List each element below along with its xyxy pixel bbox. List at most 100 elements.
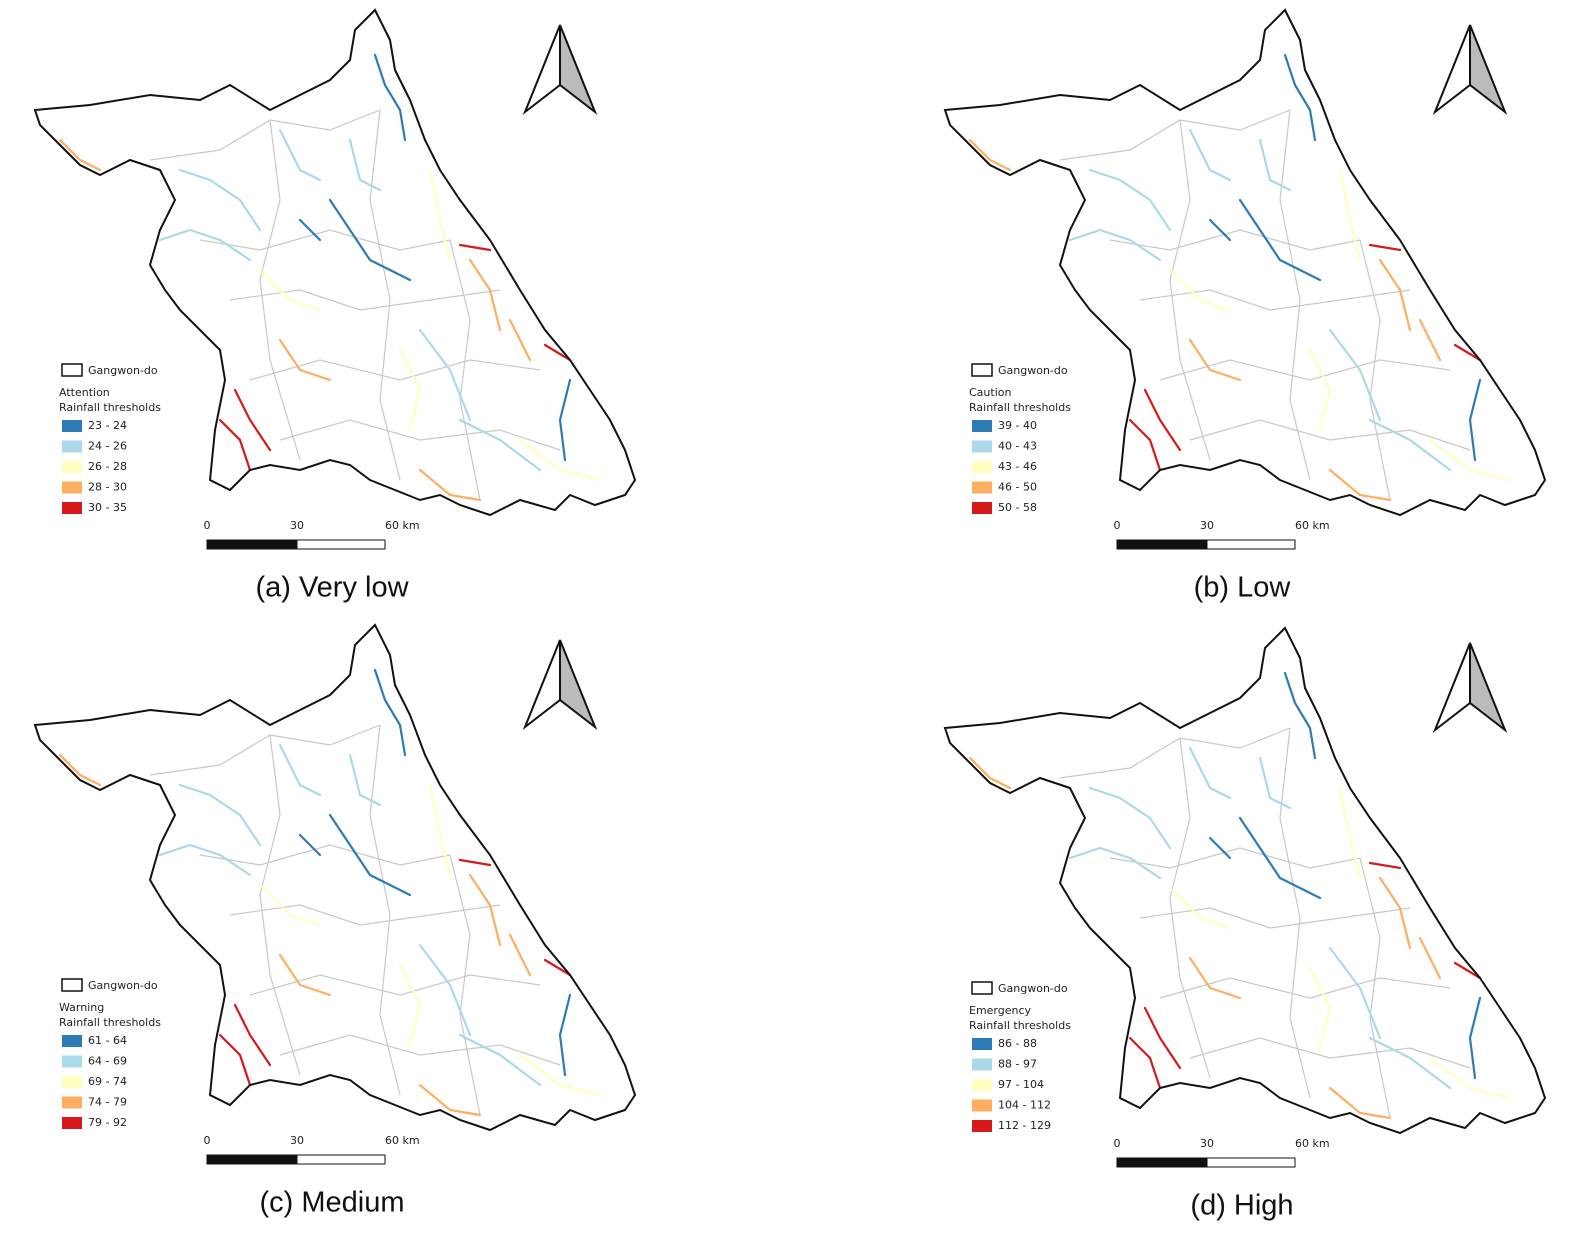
river (1068, 228, 1162, 262)
map-panel: Gangwon-do Caution Rainfall thresholds 39 -… (943, 8, 1547, 604)
river (373, 53, 407, 142)
sub-basin-boundary (1059, 109, 1291, 161)
river (1088, 786, 1172, 850)
river (428, 168, 452, 262)
river (218, 1033, 252, 1087)
legend-swatch (62, 502, 82, 514)
legend-swatch (62, 481, 82, 494)
river (1308, 966, 1332, 1050)
sub-basin-boundary (199, 844, 451, 866)
river (1143, 388, 1182, 452)
river (1283, 53, 1317, 142)
north-arrow-right (1469, 642, 1508, 734)
river (58, 138, 102, 172)
scale-bar-black (1116, 1157, 1208, 1168)
river (418, 1083, 482, 1117)
legend-class-label: 86 - 88 (998, 1037, 1037, 1050)
legend-boundary-swatch (61, 363, 83, 377)
river (418, 328, 472, 422)
river (1168, 886, 1232, 930)
river (233, 388, 272, 452)
river (348, 753, 382, 807)
legend-class-label: 46 - 50 (998, 481, 1037, 494)
legend-class-label: 61 - 64 (88, 1034, 127, 1047)
legend-swatch (62, 461, 82, 473)
river (278, 338, 332, 382)
legend-class-label: 112 - 129 (998, 1119, 1051, 1132)
river (558, 378, 572, 462)
sub-basin-boundary (149, 109, 381, 161)
legend-title: Attention (59, 386, 110, 399)
sub-basin-boundary (1109, 847, 1361, 869)
sub-basin-boundary (149, 724, 381, 776)
river (1208, 836, 1232, 860)
legend-boundary-label: Gangwon-do (998, 982, 1068, 995)
sub-basin-boundary (1139, 289, 1411, 311)
sub-basin-boundary (1359, 857, 1391, 1119)
scale-label: 30 (1200, 519, 1214, 532)
river (1418, 936, 1442, 980)
scale-bar-black (1116, 539, 1208, 550)
river (233, 1003, 272, 1067)
sub-basin-boundary (1279, 727, 1311, 1099)
river (518, 438, 602, 482)
river (1368, 861, 1402, 870)
river (968, 756, 1012, 790)
legend-title: Warning (59, 1001, 104, 1014)
river (328, 813, 412, 897)
scale-label: 0 (1114, 1137, 1121, 1150)
river (1468, 378, 1482, 462)
river (1338, 168, 1362, 262)
legend-swatch (62, 1035, 82, 1047)
gangwon-boundary (33, 623, 637, 1132)
river (1283, 671, 1317, 760)
river (398, 348, 422, 432)
legend-class-label: 43 - 46 (998, 460, 1037, 473)
river (418, 943, 472, 1037)
legend-class-label: 64 - 69 (88, 1055, 127, 1068)
legend-title: Rainfall thresholds (59, 1016, 161, 1029)
map-panel: Gangwon-do Emergency Rainfall thresholds 86… (943, 626, 1547, 1222)
sub-basin-boundary (1059, 727, 1291, 779)
river (1258, 756, 1292, 810)
river (1453, 961, 1482, 980)
gangwon-boundary (33, 8, 637, 517)
river (1368, 1036, 1452, 1090)
sub-basin-boundary (1359, 239, 1391, 501)
river (158, 228, 252, 262)
north-arrow-right (559, 639, 598, 731)
sub-basin-boundary (1169, 119, 1211, 461)
caption: (a) Very low (255, 572, 409, 604)
river (543, 343, 572, 362)
legend-boundary-swatch (61, 978, 83, 992)
legend-boundary-label: Gangwon-do (88, 979, 158, 992)
scale-label: 30 (290, 1134, 304, 1147)
legend-boundary-label: Gangwon-do (998, 364, 1068, 377)
sub-basin-boundary (279, 1034, 561, 1066)
north-arrow-right (559, 24, 598, 116)
river (1143, 1006, 1182, 1070)
legend-swatch (62, 1117, 82, 1129)
map-panel: Gangwon-do Attention Rainfall thresholds 23… (33, 8, 637, 604)
river (458, 243, 492, 252)
river (1128, 418, 1162, 472)
gangwon-boundary (943, 8, 1547, 517)
river (1338, 786, 1362, 880)
river (518, 1053, 602, 1097)
river (178, 783, 262, 847)
legend-swatch (972, 461, 992, 473)
scale-label: 0 (204, 1134, 211, 1147)
legend-class-label: 26 - 28 (88, 460, 127, 473)
legend-swatch (972, 440, 992, 453)
river (278, 743, 322, 797)
scale-bar-white (1206, 1157, 1296, 1168)
river (458, 1033, 542, 1087)
river (1308, 348, 1332, 432)
legend-class-label: 97 - 104 (998, 1078, 1044, 1091)
sub-basin-boundary (1159, 977, 1451, 999)
scale-label: 30 (1200, 1137, 1214, 1150)
river (1468, 996, 1482, 1080)
river (158, 843, 252, 877)
river (1368, 243, 1402, 252)
